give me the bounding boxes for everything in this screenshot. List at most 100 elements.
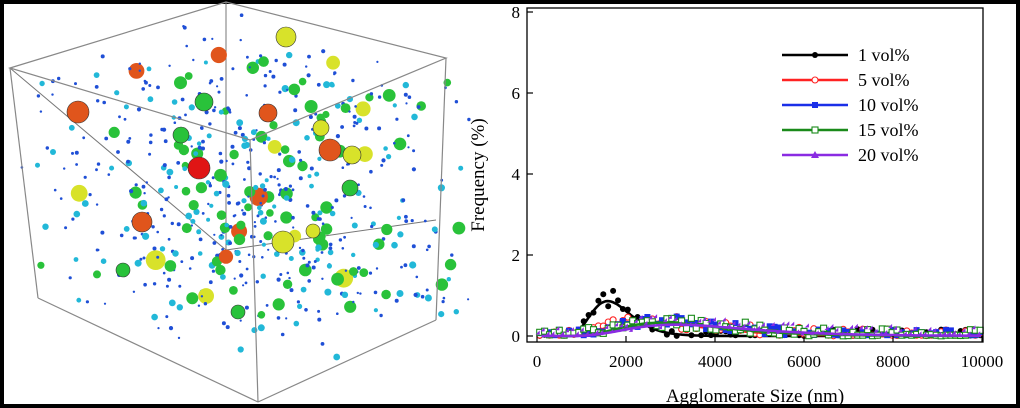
particle xyxy=(267,140,282,154)
particle xyxy=(35,162,40,168)
particle xyxy=(82,136,86,140)
particle xyxy=(266,209,274,217)
particle-large xyxy=(341,179,359,197)
particle xyxy=(208,280,213,285)
particle xyxy=(162,214,166,218)
fit-curve xyxy=(541,323,982,338)
particle xyxy=(255,280,259,284)
data-point xyxy=(873,328,878,333)
particle xyxy=(377,95,382,99)
particle xyxy=(381,158,386,163)
x-tick-label: 0 xyxy=(533,352,542,371)
particle xyxy=(100,230,105,235)
particle xyxy=(311,210,316,215)
particle xyxy=(321,277,324,280)
particle xyxy=(237,126,242,131)
data-point xyxy=(863,325,868,330)
particle xyxy=(317,317,322,322)
particle xyxy=(296,300,300,304)
particle xyxy=(246,61,259,74)
particle xyxy=(148,140,153,145)
particle xyxy=(128,137,132,140)
data-point xyxy=(946,331,951,336)
particle xyxy=(317,210,323,216)
particle xyxy=(190,145,193,148)
particle xyxy=(259,54,263,58)
data-point xyxy=(943,326,949,333)
particle xyxy=(136,107,142,112)
particle xyxy=(74,82,77,86)
particle xyxy=(320,223,333,235)
particle xyxy=(401,198,406,203)
particle xyxy=(186,292,199,305)
particle xyxy=(338,238,343,242)
particle xyxy=(208,81,212,85)
particle xyxy=(138,62,141,65)
particle-layer xyxy=(20,13,471,361)
particle xyxy=(176,161,181,165)
particle xyxy=(37,261,45,269)
particle xyxy=(453,309,459,315)
data-point xyxy=(716,320,721,325)
particle xyxy=(250,129,257,136)
particle xyxy=(293,320,300,327)
particle xyxy=(224,222,229,228)
particle xyxy=(256,214,260,218)
particle xyxy=(71,217,75,221)
particle xyxy=(272,298,285,311)
particle xyxy=(220,274,226,280)
particle xyxy=(321,222,325,225)
particle xyxy=(123,104,129,110)
particle xyxy=(330,82,335,88)
data-point xyxy=(868,325,873,330)
particle xyxy=(208,122,212,126)
data-point xyxy=(687,314,695,322)
particle xyxy=(231,67,235,71)
particle xyxy=(266,136,271,141)
data-point xyxy=(579,327,584,332)
particle xyxy=(213,106,217,109)
particle xyxy=(307,260,311,264)
particle xyxy=(237,346,244,353)
particle xyxy=(160,127,164,132)
particle xyxy=(253,221,256,224)
y-tick-label: 2 xyxy=(512,246,521,265)
particle xyxy=(251,327,258,334)
particle xyxy=(382,89,396,102)
particle xyxy=(211,269,215,273)
data-point xyxy=(888,323,893,328)
particle xyxy=(190,218,196,224)
particle xyxy=(210,46,227,64)
particle xyxy=(404,219,409,224)
particle xyxy=(233,277,236,280)
particle xyxy=(239,38,242,42)
particle xyxy=(263,73,268,78)
particle xyxy=(373,308,378,313)
particle xyxy=(393,141,396,145)
particle xyxy=(140,199,148,207)
y-tick-label: 8 xyxy=(512,3,521,22)
particle xyxy=(227,108,231,112)
particle xyxy=(141,184,146,189)
particle xyxy=(50,149,56,155)
particle xyxy=(298,246,302,250)
data-point xyxy=(633,318,638,323)
particle xyxy=(241,209,244,212)
particle xyxy=(253,235,256,239)
particle xyxy=(151,313,158,321)
particle xyxy=(263,231,273,241)
legend-label: 10 vol% xyxy=(858,95,919,115)
particle xyxy=(244,203,253,212)
particle xyxy=(103,302,107,305)
particle xyxy=(218,249,234,264)
particle xyxy=(326,55,340,70)
particle xyxy=(214,168,227,182)
particle xyxy=(219,77,224,81)
particle xyxy=(200,126,204,130)
particle xyxy=(197,304,201,307)
particle xyxy=(376,60,379,64)
data-point xyxy=(781,332,788,338)
particle xyxy=(193,208,200,215)
particle xyxy=(294,94,298,98)
particle xyxy=(185,44,188,48)
